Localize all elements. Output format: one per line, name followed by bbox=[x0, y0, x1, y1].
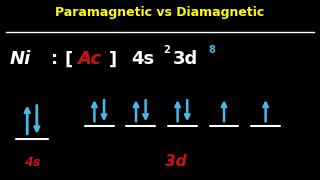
Text: Paramagnetic vs Diamagnetic: Paramagnetic vs Diamagnetic bbox=[55, 6, 265, 19]
Text: 8: 8 bbox=[208, 45, 215, 55]
Text: 3d: 3d bbox=[173, 50, 198, 68]
Text: 4s: 4s bbox=[131, 50, 154, 68]
Text: [: [ bbox=[64, 50, 72, 68]
Text: 2: 2 bbox=[163, 45, 170, 55]
Text: 4s: 4s bbox=[24, 156, 40, 168]
Text: :: : bbox=[51, 50, 58, 68]
Text: ]: ] bbox=[109, 50, 117, 68]
Text: Ac: Ac bbox=[77, 50, 101, 68]
Text: Ni: Ni bbox=[10, 50, 31, 68]
Text: 3d: 3d bbox=[165, 154, 187, 170]
